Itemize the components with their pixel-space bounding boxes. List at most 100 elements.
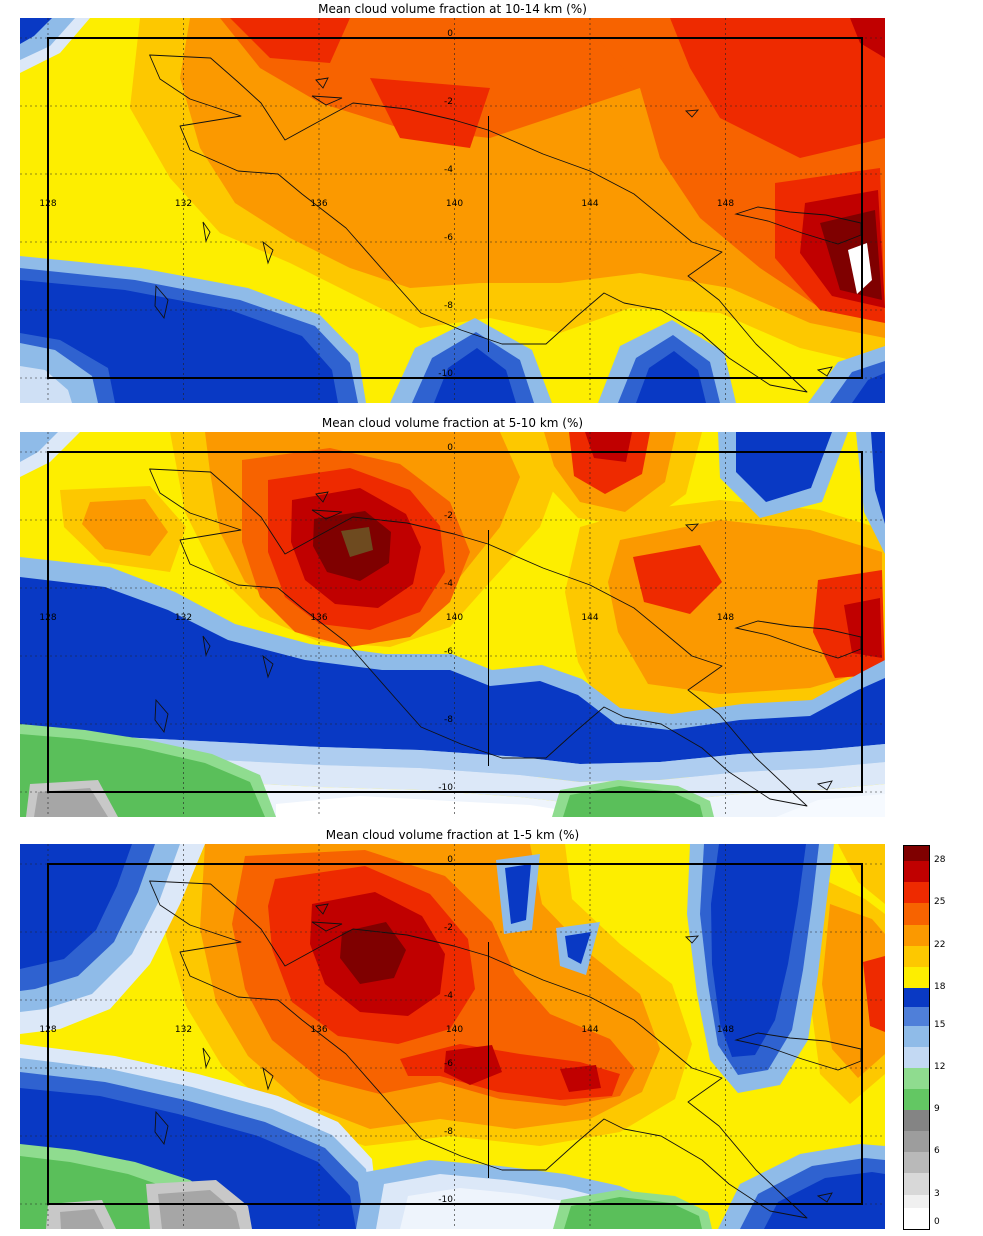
- contour-region: [863, 956, 885, 1032]
- colorbar-tick-label: 0: [934, 1216, 940, 1227]
- contour-region: [20, 280, 338, 403]
- coastline-island: [684, 935, 700, 944]
- contour-region: [60, 1209, 104, 1229]
- panel-10-14km: Mean cloud volume fraction at 10-14 km (…: [0, 0, 983, 410]
- longitude-label: 132: [175, 1025, 192, 1035]
- contour-region: [633, 545, 722, 614]
- coastline-island: [154, 284, 169, 320]
- map-svg-3: 128 132 136 140 144 148 0 -2 -4 -6 -8 -10: [20, 844, 885, 1229]
- contour-region: [563, 786, 703, 817]
- colorbar-segment: [904, 1006, 929, 1027]
- colorbar-segment: [904, 902, 929, 925]
- coastline-island: [202, 221, 211, 243]
- domain-box: [47, 863, 863, 1205]
- latitude-label: -10: [438, 369, 453, 379]
- coastline-island: [154, 1110, 169, 1146]
- contour-region: [776, 794, 885, 817]
- colorbar-segment: [904, 1172, 929, 1195]
- contour-region: [711, 844, 806, 1057]
- colorbar-tick-label: 18: [934, 981, 946, 992]
- contour-region: [341, 527, 373, 557]
- longitude-label: 148: [717, 1025, 734, 1035]
- panel-5-10km: Mean cloud volume fraction at 5-10 km (%…: [0, 414, 983, 824]
- colorbar-segment: [904, 1067, 929, 1090]
- longitude-label: 136: [310, 1025, 327, 1035]
- latitude-label: -6: [444, 647, 453, 657]
- colorbar-tick-label: 6: [934, 1146, 940, 1157]
- contour-region: [736, 432, 832, 502]
- colorbar-segment: [904, 846, 929, 862]
- contour-region: [340, 922, 406, 984]
- contour-region: [230, 18, 350, 63]
- longitude-label: 148: [717, 199, 734, 209]
- map-svg-2: 128 132 136 140 144 148 0 -2 -4 -6 -8 -10: [20, 432, 885, 817]
- longitude-label: 140: [446, 199, 463, 209]
- longitude-label: 140: [446, 613, 463, 623]
- coastline-island: [262, 240, 274, 265]
- contour-region: [560, 1065, 601, 1092]
- coastline-island: [684, 523, 700, 532]
- contour-region: [82, 499, 168, 556]
- latitude-label: 0: [447, 443, 453, 453]
- latitude-label: 0: [447, 855, 453, 865]
- contour-region: [34, 788, 108, 817]
- coastline-island: [262, 1066, 274, 1091]
- panel-title-10-14km: Mean cloud volume fraction at 10-14 km (…: [318, 2, 587, 16]
- colorbar-segment: [904, 987, 929, 1007]
- coastline-island: [202, 1047, 211, 1069]
- colorbar-segment: [904, 860, 929, 883]
- contour-region: [871, 432, 885, 524]
- longitude-label: 128: [39, 199, 56, 209]
- coastline-new-guinea: [149, 880, 808, 1219]
- contour-region: [585, 432, 632, 462]
- coastline-island: [816, 1192, 833, 1203]
- latitude-label: -8: [444, 715, 453, 725]
- colorbar: [903, 845, 930, 1230]
- latitude-label: -8: [444, 1127, 453, 1137]
- longitude-label: 140: [446, 1025, 463, 1035]
- contour-region: [569, 432, 650, 494]
- coastline-island: [684, 109, 700, 118]
- colorbar-segment: [904, 1151, 929, 1174]
- contour-region: [505, 864, 531, 924]
- latitude-label: -6: [444, 1059, 453, 1069]
- colorbar-labels: 0 3 6 9 12 15 18 22 25 28: [934, 845, 974, 1228]
- latitude-label: -2: [444, 97, 453, 107]
- coastline-new-guinea: [149, 54, 808, 393]
- contour-region: [670, 18, 885, 158]
- coastline-island: [816, 780, 833, 791]
- contour-region: [852, 373, 885, 403]
- coastline-island: [202, 635, 211, 657]
- contour-region: [444, 1045, 502, 1085]
- coastline-island: [311, 509, 343, 520]
- contour-region: [848, 243, 872, 294]
- longitude-label: 136: [310, 199, 327, 209]
- contour-region: [370, 78, 490, 148]
- latitude-label: -6: [444, 233, 453, 243]
- colorbar-tick-label: 9: [934, 1104, 940, 1115]
- latitude-label: -2: [444, 511, 453, 521]
- longitude-label: 144: [581, 199, 598, 209]
- domain-box: [47, 451, 863, 793]
- panel-title-5-10km: Mean cloud volume fraction at 5-10 km (%…: [321, 416, 584, 430]
- contour-region: [20, 1088, 356, 1229]
- coastline-island: [154, 698, 169, 734]
- panel-title-1-5km: Mean cloud volume fraction at 1-5 km (%): [325, 828, 580, 842]
- colorbar-segment: [904, 924, 929, 946]
- colorbar-tick-label: 25: [934, 897, 946, 908]
- longitude-label: 128: [39, 1025, 56, 1035]
- longitude-label: 132: [175, 199, 192, 209]
- colorbar-segment: [904, 1130, 929, 1153]
- contour-region: [276, 796, 568, 817]
- colorbar-segment: [904, 945, 929, 967]
- latitude-label: -8: [444, 301, 453, 311]
- colorbar-segment: [904, 1088, 929, 1111]
- colorbar-segment: [904, 881, 929, 904]
- contour-region: [20, 432, 58, 462]
- longitude-label: 136: [310, 613, 327, 623]
- coastline-island: [315, 491, 329, 503]
- latitude-label: -2: [444, 923, 453, 933]
- coastline-island: [315, 77, 329, 89]
- coastline-island: [311, 921, 343, 932]
- longitude-label: 132: [175, 613, 192, 623]
